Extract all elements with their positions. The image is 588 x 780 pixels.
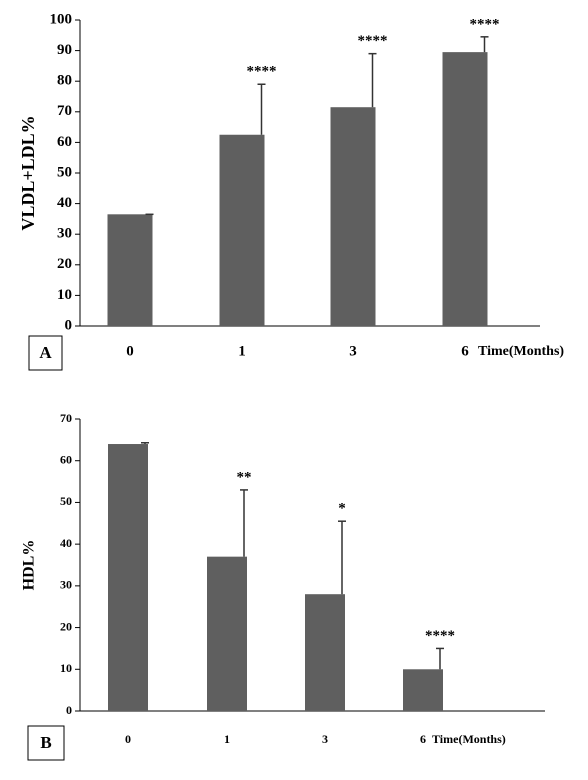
y-tick-label: 20 — [57, 256, 72, 272]
significance-label: ** — [237, 469, 252, 485]
y-tick-label: 80 — [57, 73, 72, 89]
y-tick-label: 30 — [57, 226, 72, 242]
y-tick-label: 50 — [60, 494, 72, 508]
bar — [108, 444, 148, 711]
x-tick-label: 0 — [125, 732, 131, 746]
y-tick-label: 70 — [60, 411, 72, 425]
x-tick-label: 1 — [238, 343, 246, 359]
significance-label: **** — [425, 628, 455, 644]
y-tick-label: 50 — [57, 164, 72, 180]
panel-label: B — [40, 733, 51, 752]
x-tick-label: 6 — [420, 732, 426, 746]
bar — [442, 52, 488, 326]
panel-box — [27, 725, 65, 761]
x-axis-label: Time(Months) — [478, 344, 564, 359]
y-tick-label: 100 — [50, 11, 73, 27]
significance-label: **** — [470, 16, 500, 32]
y-tick-label: 20 — [60, 619, 72, 633]
bar — [330, 107, 376, 327]
x-tick-label: 0 — [126, 343, 134, 359]
x-tick-label: 1 — [224, 732, 230, 746]
bar — [107, 214, 153, 326]
bar — [305, 594, 345, 711]
bar — [219, 134, 265, 326]
y-tick-label: 40 — [60, 536, 72, 550]
x-tick-label: 3 — [322, 732, 328, 746]
y-tick-label: 60 — [60, 452, 72, 466]
y-tick-label: 70 — [57, 103, 72, 119]
y-tick-label: 60 — [57, 134, 72, 150]
y-axis-label: VLDL+LDL% — [18, 115, 38, 230]
bar — [403, 669, 443, 711]
significance-label: * — [338, 501, 346, 517]
x-axis-label: Time(Months) — [432, 732, 506, 746]
y-tick-label: 0 — [66, 703, 72, 717]
panel-label: A — [39, 343, 52, 362]
y-tick-label: 10 — [60, 661, 72, 675]
y-tick-label: 90 — [57, 42, 72, 58]
y-tick-label: 10 — [57, 287, 72, 303]
y-tick-label: 30 — [60, 578, 72, 592]
x-tick-label: 3 — [349, 343, 357, 359]
significance-label: **** — [247, 64, 277, 80]
panel-box — [28, 335, 63, 371]
bar — [207, 556, 247, 711]
x-tick-label: 6 — [461, 343, 469, 359]
y-axis-label: HDL% — [21, 540, 38, 591]
y-tick-label: 0 — [65, 317, 73, 333]
y-tick-label: 40 — [57, 195, 72, 211]
significance-label: **** — [358, 33, 388, 49]
